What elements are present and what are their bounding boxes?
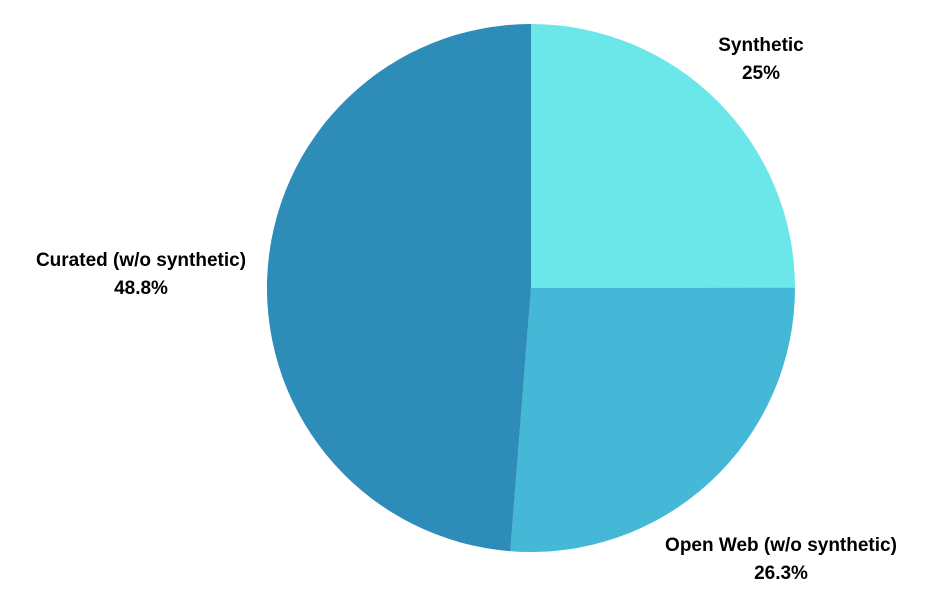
pie-slice-curated-w-o-synthetic (266, 23, 531, 552)
pie-slice-synthetic (531, 24, 795, 288)
slice-label-curated-w-o-synthetic: Curated (w/o synthetic) (36, 250, 246, 271)
pie-slices (266, 23, 796, 553)
pie-labels: Synthetic 25% Open Web (w/o synthetic) 26.3… (36, 35, 897, 584)
slice-label-open-web-w-o-synthetic: Open Web (w/o synthetic) (665, 535, 897, 556)
slice-label-synthetic: Synthetic (718, 35, 804, 56)
pie-slice-open-web-w-o-synthetic (510, 287, 796, 553)
slice-value-synthetic: 25% (742, 63, 780, 84)
slice-value-open-web-w-o-synthetic: 26.3% (754, 563, 808, 584)
slice-value-curated-w-o-synthetic: 48.8% (114, 278, 168, 299)
